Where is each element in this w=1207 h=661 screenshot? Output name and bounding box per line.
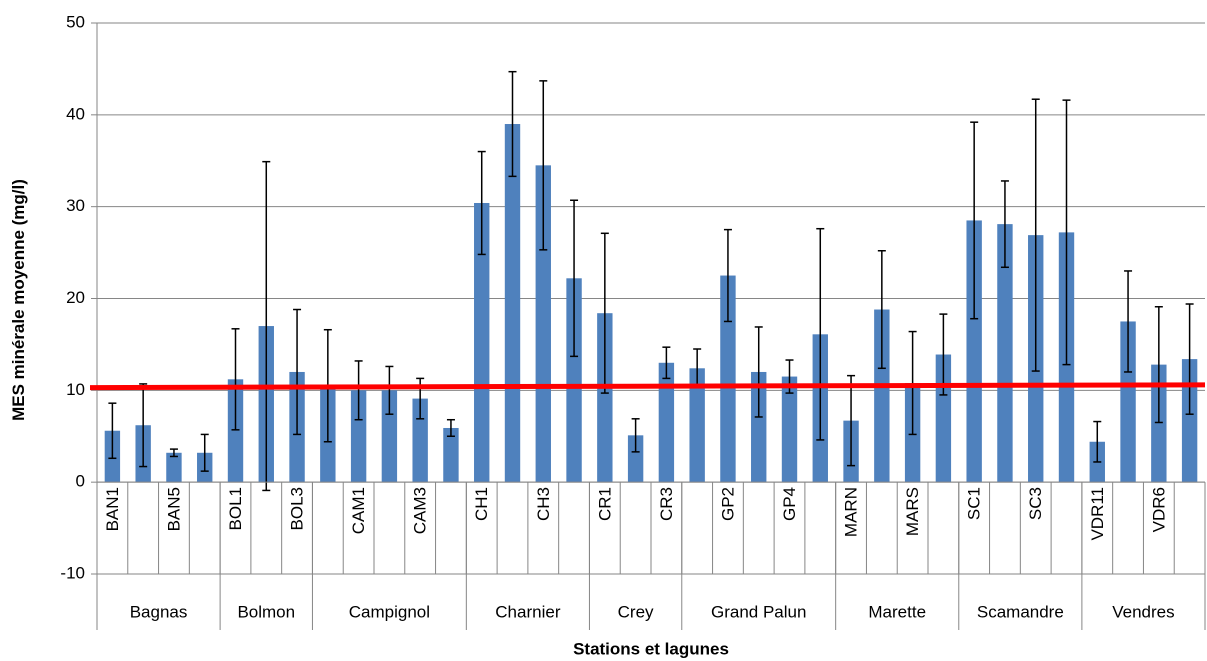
y-tick-label: -10 (60, 563, 85, 582)
y-tick-label: 0 (76, 472, 85, 491)
x-tick-label: GP4 (780, 487, 799, 521)
bar (966, 220, 982, 483)
y-tick-label: 10 (66, 380, 85, 399)
bar (751, 371, 767, 483)
bar (627, 435, 644, 483)
group-label: Marette (868, 602, 926, 621)
reference-line (89, 382, 1206, 391)
bar (997, 224, 1013, 483)
bar (443, 427, 459, 483)
y-axis-title: MES minérale moyenne (mg/l) (9, 179, 28, 421)
bar (166, 452, 182, 483)
x-tick-label: CAM3 (411, 487, 430, 534)
x-tick-label: SC3 (1026, 487, 1045, 520)
x-tick-label: BOL1 (226, 487, 245, 530)
x-tick-label: GP2 (718, 487, 737, 521)
bar (1181, 359, 1198, 483)
x-tick-label: MARN (842, 487, 861, 537)
x-tick-label: BAN1 (103, 487, 122, 531)
bar (535, 165, 551, 483)
x-tick-label: CAM1 (349, 487, 368, 534)
group-label: Bagnas (130, 602, 188, 621)
bar (227, 379, 244, 483)
x-tick-label: VDR6 (1149, 487, 1168, 532)
bar (566, 278, 582, 483)
x-axis-title: Stations et lagunes (573, 639, 729, 658)
group-label: Charnier (495, 602, 561, 621)
group-label: Campignol (349, 602, 430, 621)
group-label: Bolmon (237, 602, 295, 621)
bar (504, 124, 521, 483)
bar (350, 390, 367, 483)
bar (781, 376, 798, 483)
y-tick-label: 20 (66, 288, 85, 307)
group-label: Vendres (1112, 602, 1174, 621)
bar (720, 275, 736, 483)
x-tick-label: CR3 (657, 487, 676, 521)
bar (658, 362, 675, 483)
bar (1120, 321, 1136, 483)
x-tick-label: MARS (903, 487, 922, 536)
group-label: Crey (618, 602, 654, 621)
group-label: Grand Palun (711, 602, 806, 621)
bar (1151, 364, 1167, 483)
x-tick-label: CH3 (534, 487, 553, 521)
bar (689, 368, 705, 483)
bar (874, 309, 890, 483)
y-tick-label: 30 (66, 196, 85, 215)
x-tick-label: CH1 (472, 487, 491, 521)
y-tick-label: 50 (66, 12, 85, 31)
group-label: Scamandre (977, 602, 1064, 621)
x-tick-label: SC1 (965, 487, 984, 520)
bar (597, 313, 613, 483)
x-tick-label: BOL3 (288, 487, 307, 530)
x-tick-label: VDR11 (1088, 487, 1107, 541)
x-tick-label: BAN5 (164, 487, 183, 531)
y-tick-label: 40 (66, 104, 85, 123)
x-tick-label: CR1 (595, 487, 614, 521)
bar (381, 390, 398, 483)
bar (474, 202, 490, 483)
